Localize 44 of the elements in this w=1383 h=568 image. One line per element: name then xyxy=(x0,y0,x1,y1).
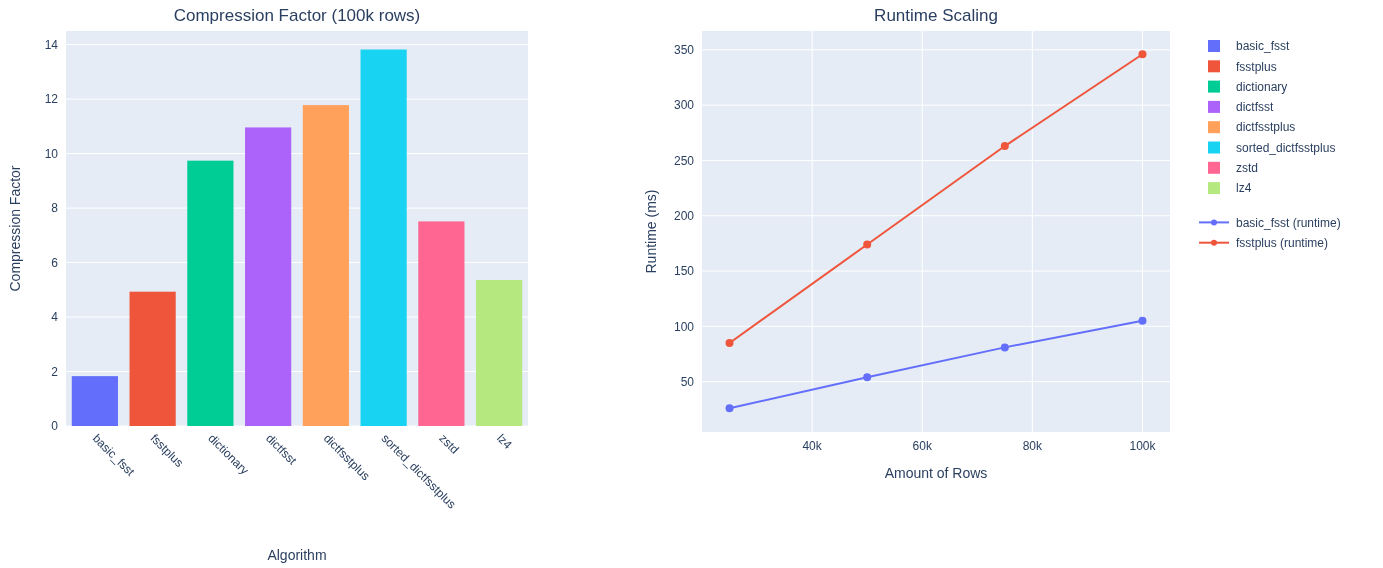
y-tick-label: 6 xyxy=(51,255,59,270)
legend-label: lz4 xyxy=(1236,181,1252,196)
y-tick-label: 0 xyxy=(51,419,59,434)
point xyxy=(1000,142,1009,151)
y-tick-label: 150 xyxy=(673,264,695,279)
legend-label: dictfsstplus xyxy=(1236,120,1296,135)
legend-label: dictfsst xyxy=(1236,100,1275,115)
legend-label: dictionary xyxy=(1236,79,1288,94)
point xyxy=(863,240,872,249)
point xyxy=(1000,343,1009,352)
y-tick-label: 250 xyxy=(673,153,695,168)
x-axis-title: Algorithm xyxy=(267,547,327,563)
y-tick-label: 10 xyxy=(44,146,59,161)
y-axis-title: Runtime (ms) xyxy=(643,189,659,274)
y-tick-label: 50 xyxy=(680,374,695,389)
y-tick-label: 350 xyxy=(673,43,695,58)
y-tick-label: 8 xyxy=(51,201,59,216)
y-tick-label: 100 xyxy=(673,319,695,334)
y-tick-label: 12 xyxy=(44,92,59,107)
x-tick-label: 60k xyxy=(912,439,933,453)
legend-label: basic_fsst xyxy=(1236,39,1291,54)
point xyxy=(1138,316,1147,325)
y-axis-title: Compression Factor xyxy=(7,165,23,292)
y-tick-label: 2 xyxy=(51,364,59,379)
x-axis-title: Amount of Rows xyxy=(884,465,988,481)
legend-label: sorted_dictfsstplus xyxy=(1236,140,1336,155)
y-tick-label: 4 xyxy=(51,310,59,325)
legend-label: fsstplus (runtime) xyxy=(1236,235,1329,250)
point xyxy=(863,373,872,382)
point xyxy=(725,404,734,413)
y-tick-label: 14 xyxy=(44,37,59,52)
point xyxy=(1138,50,1147,59)
y-tick-label: 300 xyxy=(673,98,695,113)
x-tick-label: lz4 xyxy=(494,431,516,453)
point xyxy=(725,338,734,347)
x-tick-label: 80k xyxy=(1022,439,1044,453)
chart-title: Compression Factor (100k rows) xyxy=(173,6,421,25)
x-tick-label: 40k xyxy=(802,439,823,453)
legend-label: zstd xyxy=(1236,161,1259,175)
x-tick-label: 100k xyxy=(1129,439,1157,453)
legend-label: basic_fsst (runtime) xyxy=(1236,215,1341,230)
legend-label: fsstplus xyxy=(1236,59,1277,74)
chart-title: Runtime Scaling xyxy=(874,6,998,25)
y-tick-label: 200 xyxy=(673,208,695,223)
